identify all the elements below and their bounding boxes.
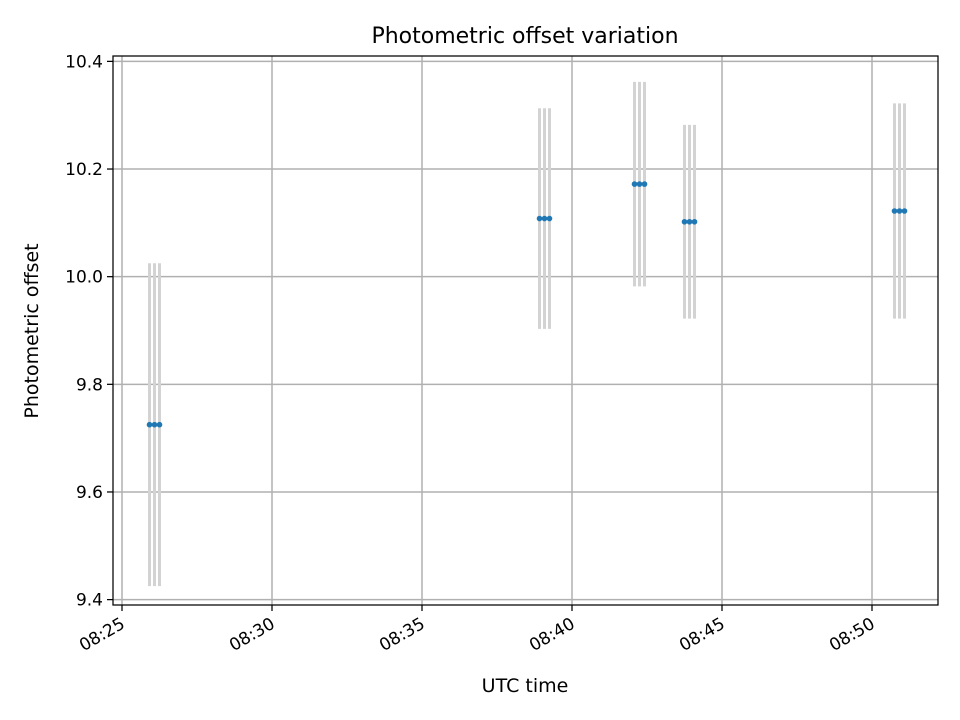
data-point [681, 218, 688, 225]
data-point [151, 421, 158, 428]
y-tick-label: 9.4 [76, 591, 103, 611]
grid-lines [113, 56, 938, 605]
y-tick-label: 9.6 [76, 483, 103, 503]
data-point [156, 421, 163, 428]
data-points [146, 181, 908, 428]
data-point [896, 208, 903, 214]
data-point [631, 181, 638, 187]
y-tick-label: 10.4 [65, 52, 103, 72]
y-tick-label: 9.8 [76, 375, 103, 395]
data-point [691, 218, 698, 225]
y-tick-label: 10.0 [65, 268, 103, 288]
data-point [641, 181, 648, 187]
data-point [636, 181, 643, 187]
y-tick-label: 10.2 [65, 160, 103, 180]
chart-title: Photometric offset variation [371, 24, 678, 49]
data-point [686, 218, 693, 225]
x-axis-label: UTC time [482, 675, 569, 697]
data-point [901, 208, 908, 214]
plot-frame [112, 55, 939, 606]
data-point [536, 215, 543, 222]
y-axis-label: Photometric offset [21, 243, 43, 418]
data-point [891, 208, 898, 214]
data-point [546, 215, 553, 222]
data-point [146, 421, 153, 428]
y-axis: 9.4 9.6 9.8 10.0 10.2 10.4 [65, 52, 113, 611]
data-point [541, 215, 548, 222]
